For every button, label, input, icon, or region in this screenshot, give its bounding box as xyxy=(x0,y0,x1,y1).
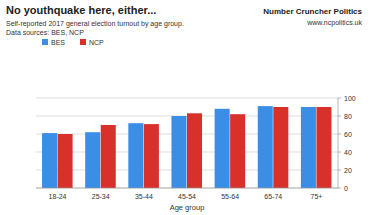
bar xyxy=(101,125,116,188)
bar xyxy=(144,124,159,188)
legend-label: NCP xyxy=(89,39,104,46)
subtitle: Self-reported 2017 general election turn… xyxy=(6,20,184,28)
y-tick-label: 0 xyxy=(344,185,348,192)
tick-mark xyxy=(338,134,341,135)
tick-mark xyxy=(338,152,341,153)
bar xyxy=(42,133,57,188)
x-tick-label: 75+ xyxy=(310,193,322,200)
bar xyxy=(230,114,245,188)
y-axis xyxy=(338,98,339,188)
x-tick-label: 25-34 xyxy=(92,193,110,200)
bar xyxy=(128,123,143,188)
legend-label: BES xyxy=(51,39,65,46)
bar xyxy=(187,113,202,188)
tick-mark xyxy=(338,170,341,171)
x-tick-label: 55-64 xyxy=(221,193,239,200)
legend-swatch xyxy=(42,39,48,45)
grid-line xyxy=(36,98,338,99)
bar xyxy=(258,106,273,188)
x-tick-label: 65-74 xyxy=(264,193,282,200)
bar xyxy=(215,109,230,188)
bar xyxy=(85,132,100,188)
bar xyxy=(273,107,288,188)
y-tick-label: 60 xyxy=(344,131,352,138)
bars xyxy=(42,106,331,188)
chart: No youthquake here, either... Self-report… xyxy=(0,0,370,215)
y-tick-label: 20 xyxy=(344,167,352,174)
tick-mark xyxy=(338,98,341,99)
y-tick-label: 40 xyxy=(344,149,352,156)
bar xyxy=(301,107,316,188)
bar xyxy=(316,107,331,188)
x-tick-label: 45-54 xyxy=(178,193,196,200)
brand-url: www.ncpolitics.uk xyxy=(306,19,362,27)
legend-swatch xyxy=(80,39,86,45)
x-tick-label: 35-44 xyxy=(135,193,153,200)
x-axis-label: Age group xyxy=(170,203,205,212)
x-tick-label: 18-24 xyxy=(49,193,67,200)
grid-line xyxy=(36,188,338,189)
tick-mark xyxy=(338,116,341,117)
title: No youthquake here, either... xyxy=(6,4,156,16)
y-tick-label: 80 xyxy=(344,113,352,120)
tick-mark xyxy=(338,188,341,189)
x-axis xyxy=(36,188,338,189)
source-note: Data sources: BES, NCP xyxy=(6,29,84,36)
bar xyxy=(58,134,73,188)
brand: Number Cruncher Politics xyxy=(263,7,362,16)
y-tick-label: 100 xyxy=(344,95,356,102)
bar xyxy=(171,116,186,188)
